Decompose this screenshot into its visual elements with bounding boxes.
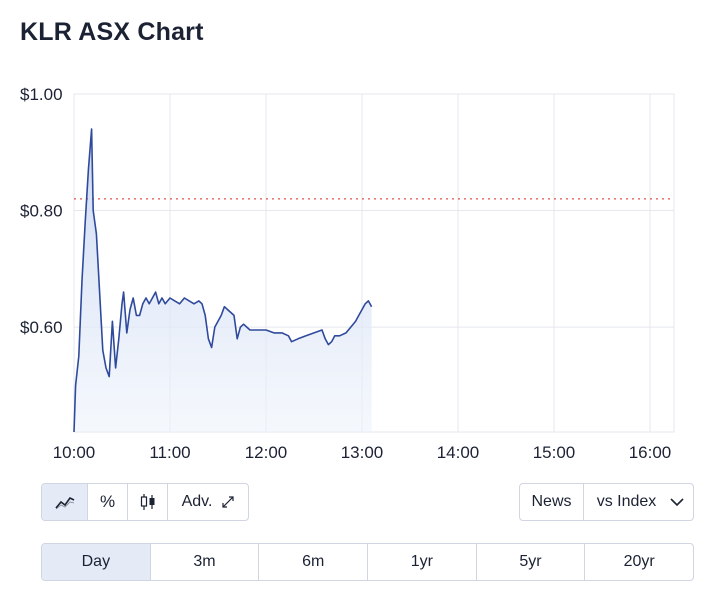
period-1yr-button[interactable]: 1yr xyxy=(368,544,477,580)
expand-icon xyxy=(222,496,235,508)
period-label: 3m xyxy=(193,553,216,570)
chevron-down-icon xyxy=(670,497,684,506)
x-tick-label: 15:00 xyxy=(533,443,576,462)
page-title: KLR ASX Chart xyxy=(20,18,204,46)
vs-index-label: vs Index xyxy=(596,493,657,510)
x-tick-label: 16:00 xyxy=(629,443,672,462)
period-day-button[interactable]: Day xyxy=(42,544,151,580)
y-tick-label: $0.60 xyxy=(20,318,63,337)
period-label: 1yr xyxy=(410,553,433,570)
x-tick-label: 10:00 xyxy=(53,443,96,462)
x-tick-label: 14:00 xyxy=(437,443,480,462)
overlay-toolbar: News vs Index xyxy=(519,483,694,521)
period-label: 20yr xyxy=(623,553,655,570)
percent-button[interactable]: % xyxy=(88,484,128,520)
y-tick-label: $1.00 xyxy=(20,85,63,104)
vs-index-select[interactable]: vs Index xyxy=(584,484,693,520)
period-selector: Day 3m 6m 1yr 5yr 20yr xyxy=(41,543,694,581)
y-tick-label: $0.80 xyxy=(20,202,63,221)
adv-label: Adv. xyxy=(181,493,213,510)
price-line xyxy=(73,128,373,433)
news-label: News xyxy=(531,493,572,510)
advanced-chart-button[interactable]: Adv. xyxy=(168,484,248,520)
candlestick-button[interactable] xyxy=(128,484,168,520)
x-tick-label: 12:00 xyxy=(245,443,288,462)
percent-label: % xyxy=(99,492,116,511)
line-chart-icon xyxy=(54,496,74,510)
x-tick-label: 11:00 xyxy=(149,443,190,462)
period-20yr-button[interactable]: 20yr xyxy=(585,544,693,580)
price-chart: $1.00 $0.80 $0.60 10:00 11:00 12:00 13:00 14:0… xyxy=(20,85,675,462)
line-chart-button[interactable] xyxy=(42,484,88,520)
news-button[interactable]: News xyxy=(520,484,584,520)
x-tick-label: 13:00 xyxy=(341,443,384,462)
period-label: 6m xyxy=(302,553,325,570)
period-label: 5yr xyxy=(519,553,542,570)
period-6m-button[interactable]: 6m xyxy=(259,544,369,580)
chart-type-toolbar: % Adv. xyxy=(41,483,249,521)
period-3m-button[interactable]: 3m xyxy=(151,544,260,580)
period-label: Day xyxy=(81,553,111,570)
price-area xyxy=(74,129,372,432)
period-5yr-button[interactable]: 5yr xyxy=(477,544,586,580)
candlestick-icon xyxy=(140,494,154,510)
